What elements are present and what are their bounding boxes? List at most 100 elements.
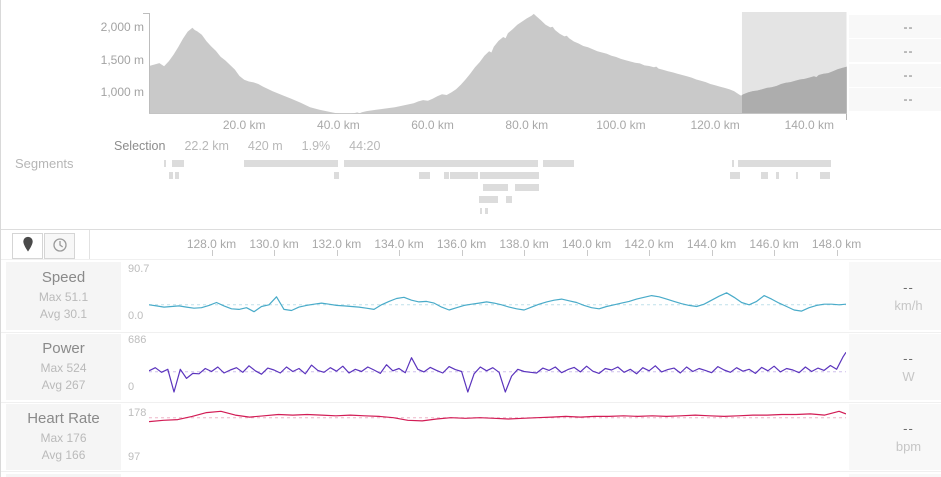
segment-bar[interactable] [169, 172, 173, 179]
speed-metric-panel[interactable]: Speed Max 51.1 Avg 30.1 [6, 262, 121, 330]
map-pin-icon [21, 236, 35, 256]
segment-bar[interactable] [732, 160, 734, 167]
segment-bar[interactable] [479, 196, 498, 203]
row-divider [1, 402, 941, 403]
elevation-chart[interactable] [150, 10, 847, 114]
heartrate-ymin-label: 97 [128, 451, 141, 463]
segment-bar[interactable] [344, 160, 538, 167]
power-max: Max 524 [40, 361, 87, 375]
overview-value-row: -- [849, 87, 941, 111]
power-unit: W [902, 368, 915, 384]
selection-duration: 44:20 [349, 139, 381, 153]
speed-chart[interactable] [149, 266, 846, 326]
segment-bar[interactable] [506, 196, 512, 203]
toolbar-divider [89, 230, 90, 260]
clock-icon [52, 237, 68, 256]
detail-x-tick [274, 250, 276, 256]
detail-x-tick [774, 250, 776, 256]
power-cursor-readout: -- W [849, 334, 941, 400]
heart_rate-line [149, 410, 846, 423]
selection-end-handle[interactable] [846, 114, 847, 120]
heartrate-metric-panel[interactable]: Heart Rate Max 176 Avg 166 [6, 404, 121, 470]
power-line [149, 351, 846, 393]
elevation-ytick-1000: 1,000 m [100, 85, 144, 99]
detail-x-tick-label: 132.0 km [311, 237, 362, 251]
next-readout-partial [849, 474, 941, 477]
segment-bar[interactable] [730, 172, 740, 179]
speed-cursor-value: -- [903, 279, 914, 295]
elevation-x-tick-label: 80.0 km [505, 118, 549, 132]
distance-mode-button[interactable] [12, 233, 43, 259]
detail-x-tick-label: 146.0 km [749, 237, 799, 251]
detail-x-tick-label: 140.0 km [561, 237, 612, 251]
power-ymin-label: 0 [128, 381, 135, 393]
heartrate-ymax-label: 178 [128, 407, 147, 419]
power-metric-panel[interactable]: Power Max 524 Avg 267 [6, 334, 121, 400]
selection-label: Selection [114, 139, 166, 153]
detail-x-tick [211, 250, 213, 256]
segment-bar[interactable] [515, 184, 539, 191]
segments-label: Segments [15, 156, 74, 171]
segment-bar[interactable] [419, 172, 430, 179]
segment-bar[interactable] [164, 160, 166, 167]
speed-cursor-readout: -- km/h [849, 262, 941, 330]
segment-bar[interactable] [172, 160, 184, 167]
detail-x-tick [649, 250, 651, 256]
elevation-x-tick-label: 120.0 km [690, 118, 740, 132]
segment-bar[interactable] [761, 172, 768, 179]
speed-ymax-label: 90.7 [128, 263, 150, 275]
segment-bar[interactable] [738, 160, 831, 167]
segment-bar[interactable] [796, 172, 798, 179]
detail-x-tick [399, 250, 401, 256]
elevation-x-tick-label: 140.0 km [784, 118, 834, 132]
selection-grade: 1.9% [301, 139, 331, 153]
segment-bar[interactable] [776, 172, 779, 179]
speed-avg: Avg 30.1 [39, 307, 88, 321]
speed-unit: km/h [894, 297, 923, 313]
row-divider [1, 471, 941, 472]
detail-x-tick-label: 136.0 km [436, 237, 487, 251]
segment-bar[interactable] [334, 172, 339, 179]
detail-x-tick [524, 250, 526, 256]
detail-x-tick-label: 134.0 km [374, 237, 424, 251]
speed-title: Speed [41, 269, 86, 286]
elevation-y-axis-tick [143, 13, 150, 14]
selection-stats-bar: Selection 22.2 km 420 m 1.9% 44:20 [114, 139, 380, 153]
segment-bar[interactable] [480, 172, 539, 179]
detail-x-tick [586, 250, 588, 256]
elevation-x-tick-label: 20.0 km [222, 118, 266, 132]
speed-ymin-label: 0.0 [128, 310, 144, 322]
speed-line [149, 292, 846, 313]
detail-x-tick [836, 250, 838, 256]
elevation-area[interactable] [150, 13, 847, 114]
elevation-x-tick-label: 40.0 km [317, 118, 360, 132]
next-metric-panel-partial [6, 474, 121, 477]
segment-bar[interactable] [543, 160, 574, 167]
detail-x-tick-label: 138.0 km [499, 237, 549, 251]
elevation-x-tick-label: 100.0 km [596, 118, 646, 132]
time-mode-button[interactable] [44, 233, 75, 259]
overview-value-row: -- [849, 39, 941, 63]
heartrate-chart[interactable] [149, 406, 846, 466]
overview-value-row: -- [849, 15, 941, 38]
segment-bar[interactable] [483, 184, 508, 191]
detail-x-tick-label: 130.0 km [249, 237, 299, 251]
heartrate-avg: Avg 166 [41, 448, 86, 462]
selection-distance: 22.2 km [184, 139, 229, 153]
section-divider [1, 229, 941, 230]
segment-bar[interactable] [820, 172, 830, 179]
power-chart[interactable] [149, 336, 846, 396]
segment-bar[interactable] [444, 172, 449, 179]
detail-x-tick-label: 142.0 km [624, 237, 674, 251]
speed-max: Max 51.1 [38, 290, 89, 304]
detail-x-tick [711, 250, 713, 256]
segment-bar[interactable] [485, 208, 488, 214]
detail-x-tick [461, 250, 463, 256]
elevation-ytick-2000: 2,000 m [100, 20, 144, 34]
segment-bar[interactable] [244, 160, 338, 167]
segment-bar[interactable] [175, 172, 179, 179]
detail-x-tick-label: 144.0 km [686, 237, 737, 251]
segment-bar[interactable] [480, 208, 482, 214]
segment-bar[interactable] [450, 172, 478, 179]
